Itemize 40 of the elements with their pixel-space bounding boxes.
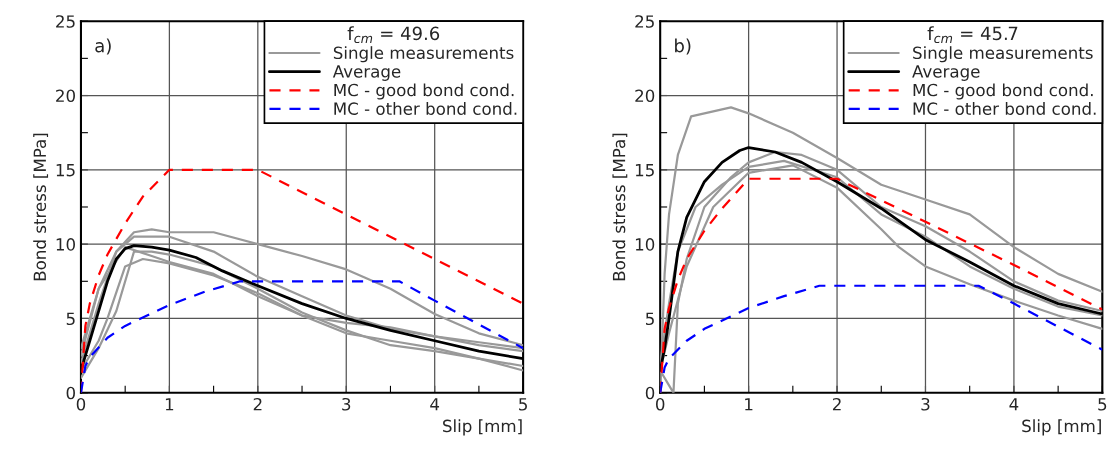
legend-label: Single measurements [913,46,1093,63]
x-tick-label: 3 [921,397,930,411]
x-tick-label: 1 [745,398,753,411]
legend-label: MC - good bond cond. [334,83,514,100]
x-tick-label: 4 [1009,398,1019,411]
y-tick-label: 5 [646,312,654,326]
annotation: b) [675,38,691,55]
x-tick-label: 2 [253,397,262,411]
y-axis-title: Bond stress [MPa] [33,133,49,281]
x-tick-label: 5 [1098,398,1107,411]
y-tick-label: 10 [56,238,75,251]
x-axis-title: Slip [mm] [443,419,522,436]
y-tick-label: 5 [66,312,75,326]
y-tick-label: 20 [56,89,75,103]
x-tick-label: 0 [655,397,665,411]
y-tick-label: 25 [635,15,654,28]
y-axis-title: Bond stress [MPa] [612,133,628,281]
y-tick-label: 15 [56,164,75,177]
legend-label: MC - other bond cond. [913,102,1096,115]
x-axis-title: Slip [mm] [1022,419,1101,436]
legend-label: MC - other bond cond. [334,102,517,115]
y-tick-label: 0 [66,386,75,400]
y-tick-label: 0 [645,386,655,400]
x-tick-label: 2 [832,397,841,411]
legend-label: Average [332,65,401,81]
annotation: a) [95,38,111,55]
x-tick-label: 4 [430,398,440,411]
legend-label: MC - good bond cond. [913,83,1093,100]
legend-label: Average [912,65,980,81]
x-tick-label: 3 [342,397,351,411]
y-tick-label: 20 [635,89,655,103]
x-tick-label: 0 [76,397,86,411]
legend-title: f$_{cm}$ = 49.6 [347,26,440,44]
x-tick-label: 5 [519,398,527,411]
x-tick-label: 1 [165,398,174,411]
y-tick-label: 15 [635,164,654,177]
y-tick-label: 25 [56,15,75,28]
y-tick-label: 10 [635,238,655,251]
legend-title: f$_{cm}$ = 45.7 [927,26,1018,44]
legend-label: Single measurements [333,46,514,63]
